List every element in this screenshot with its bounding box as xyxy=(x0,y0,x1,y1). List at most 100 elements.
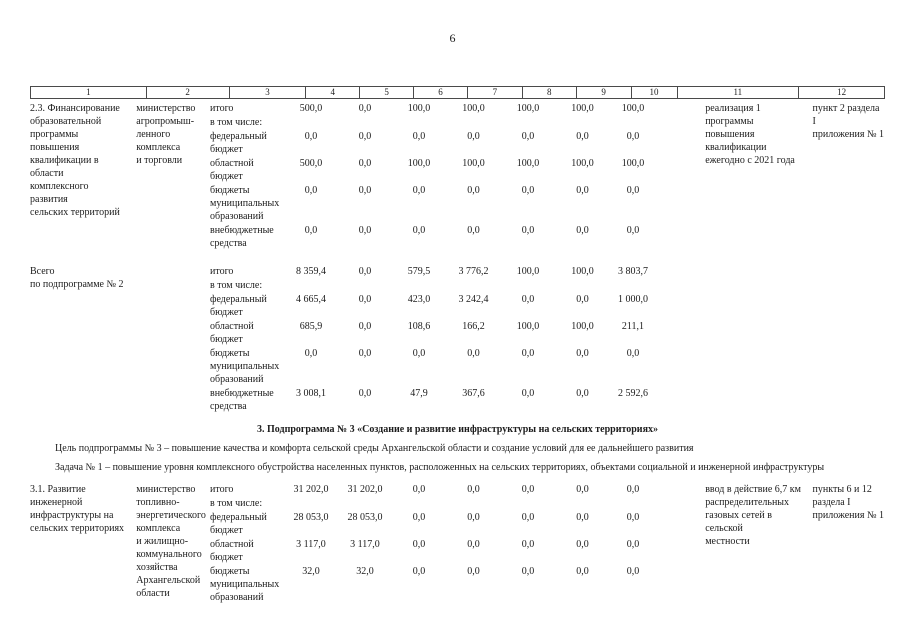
value-cell: 0,0 xyxy=(521,185,535,196)
budget-row-label: областной бюджет xyxy=(209,158,254,182)
budget-rows: итого 31 202,0 31 202,0 0,0 0,0 0,0 0,0 0,0 в то… xyxy=(207,483,701,605)
budget-row-label: внебюджетные средства xyxy=(209,388,274,412)
budget-row: в том числе: xyxy=(207,279,701,292)
budget-rows: итого 500,0 0,0 100,0 100,0 100,0 100,0 100,0 в … xyxy=(207,102,701,251)
value-cell: 0,0 xyxy=(521,131,535,142)
value-cell: 0,0 xyxy=(467,539,480,550)
value-cell: 3 117,0 xyxy=(296,539,326,550)
budget-row-label: итого xyxy=(209,103,234,114)
value-cell: 0,0 xyxy=(467,185,480,196)
subprogram-3-goal: Цель подпрограммы № 3 – повышение качест… xyxy=(55,443,694,454)
value-cell: 0,0 xyxy=(358,185,372,196)
value-cell: 0,0 xyxy=(412,348,426,359)
value-cell: 0,0 xyxy=(576,484,589,495)
measure-title: 2.3. Финансирование образовательной прог… xyxy=(30,103,120,218)
budget-row: областной бюджет 3 117,0 3 117,0 0,0 0,0 0,0 0… xyxy=(207,538,701,564)
value-cell: 0,0 xyxy=(521,388,535,399)
budget-row: итого 8 359,4 0,0 579,5 3 776,2 100,0 100,0 3 8… xyxy=(207,265,701,278)
value-cell: 0,0 xyxy=(467,131,480,142)
subprogram-3-heading: 3. Подпрограмма № 3 «Создание и развитие… xyxy=(257,424,658,435)
value-cell: 0,0 xyxy=(576,185,589,196)
value-cell: 0,0 xyxy=(304,225,318,236)
budget-row: в том числе: xyxy=(207,497,701,510)
value-cell: 100,0 xyxy=(571,158,594,169)
value-cell: 0,0 xyxy=(358,321,372,332)
value-cell: 0,0 xyxy=(304,131,318,142)
budget-row: внебюджетные средства 3 008,1 0,0 47,9 367,6… xyxy=(207,387,701,413)
column-header: 5 xyxy=(360,87,415,98)
budget-row: итого 31 202,0 31 202,0 0,0 0,0 0,0 0,0 0,0 xyxy=(207,483,701,496)
budget-row: бюджеты муниципальных образований 0,0 0,0 0… xyxy=(207,347,701,386)
budget-row: внебюджетные средства 0,0 0,0 0,0 0,0 0,0 0,0 0… xyxy=(207,224,701,250)
value-cell: 0,0 xyxy=(521,484,535,495)
value-cell: 0,0 xyxy=(576,131,589,142)
value-cell: 685,9 xyxy=(299,321,323,332)
value-cell: 423,0 xyxy=(407,294,431,305)
budget-row-label: в том числе: xyxy=(209,498,263,509)
value-cell: 0,0 xyxy=(467,512,480,523)
value-cell: 0,0 xyxy=(521,348,535,359)
value-cell: 100,0 xyxy=(516,321,540,332)
table-section-total-subprogram-2: Всего по подпрограмме № 2 итого 8 359,4 0,… xyxy=(30,265,885,414)
value-cell: 0,0 xyxy=(412,539,426,550)
column-header: 8 xyxy=(523,87,577,98)
value-cell: 100,0 xyxy=(462,103,485,114)
value-cell: 3 242,4 xyxy=(458,294,489,305)
program-table: 1 2 3 4 5 6 7 8 9 10 11 12 2.3. Финансир… xyxy=(30,86,885,605)
executor: министерство агропромыш- ленного комплек… xyxy=(136,103,196,166)
value-cell: 100,0 xyxy=(516,158,540,169)
budget-row-label: итого xyxy=(209,484,234,495)
value-cell: 0,0 xyxy=(521,566,535,577)
value-cell: 3 803,7 xyxy=(617,266,648,277)
value-cell: 0,0 xyxy=(576,348,589,359)
budget-row-label: итого xyxy=(209,266,234,277)
value-cell: 0,0 xyxy=(467,484,480,495)
budget-row: бюджеты муниципальных образований 32,0 32,… xyxy=(207,565,701,604)
value-cell: 579,5 xyxy=(407,266,431,277)
value-cell: 500,0 xyxy=(299,103,323,114)
value-cell: 28 053,0 xyxy=(347,512,383,523)
budget-row: в том числе: xyxy=(207,116,701,129)
value-cell: 0,0 xyxy=(358,158,372,169)
column-header: 4 xyxy=(306,87,361,98)
value-cell: 100,0 xyxy=(571,321,594,332)
value-cell: 100,0 xyxy=(407,158,431,169)
value-cell: 0,0 xyxy=(576,539,589,550)
value-cell: 0,0 xyxy=(467,225,480,236)
value-cell: 500,0 xyxy=(299,158,323,169)
value-cell: 0,0 xyxy=(576,512,589,523)
value-cell: 0,0 xyxy=(626,484,640,495)
value-cell: 0,0 xyxy=(521,225,535,236)
value-cell: 211,1 xyxy=(621,321,645,332)
value-cell: 0,0 xyxy=(412,512,426,523)
value-cell: 0,0 xyxy=(358,348,372,359)
value-cell: 100,0 xyxy=(571,103,594,114)
expected-results: реализация 1 программы повышения квалифи… xyxy=(705,103,795,166)
table-section-3-1: 3.1. Развитие инженерной инфраструктуры … xyxy=(30,483,885,605)
value-cell: 0,0 xyxy=(358,103,372,114)
value-cell: 3 117,0 xyxy=(350,539,380,550)
value-cell: 0,0 xyxy=(626,131,640,142)
value-cell: 0,0 xyxy=(576,388,589,399)
column-header: 7 xyxy=(468,87,523,98)
column-header: 10 xyxy=(632,87,678,98)
value-cell: 0,0 xyxy=(626,512,640,523)
value-cell: 0,0 xyxy=(358,225,372,236)
table-body: 2.3. Финансирование образовательной прог… xyxy=(30,102,885,605)
value-cell: 0,0 xyxy=(412,225,426,236)
column-header: 3 xyxy=(230,87,307,98)
value-cell: 100,0 xyxy=(462,158,485,169)
reference: пункт 2 раздела I приложения № 1 xyxy=(812,103,885,140)
value-cell: 100,0 xyxy=(621,158,645,169)
value-cell: 0,0 xyxy=(467,348,480,359)
table-section-2-3: 2.3. Финансирование образовательной прог… xyxy=(30,102,885,251)
value-cell: 0,0 xyxy=(358,388,372,399)
reference: пункты 6 и 12 раздела I приложения № 1 xyxy=(812,484,885,521)
budget-row-label: областной бюджет xyxy=(209,539,254,563)
budget-row-label: бюджеты муниципальных образований xyxy=(209,185,280,222)
value-cell: 0,0 xyxy=(304,185,318,196)
subprogram-3-task: Задача № 1 – повышение уровня комплексно… xyxy=(55,462,825,473)
value-cell: 31 202,0 xyxy=(293,484,329,495)
expected-results: ввод в действие 6,7 км распределительных… xyxy=(705,484,801,547)
budget-rows: итого 8 359,4 0,0 579,5 3 776,2 100,0 100,0 3 8… xyxy=(207,265,701,414)
